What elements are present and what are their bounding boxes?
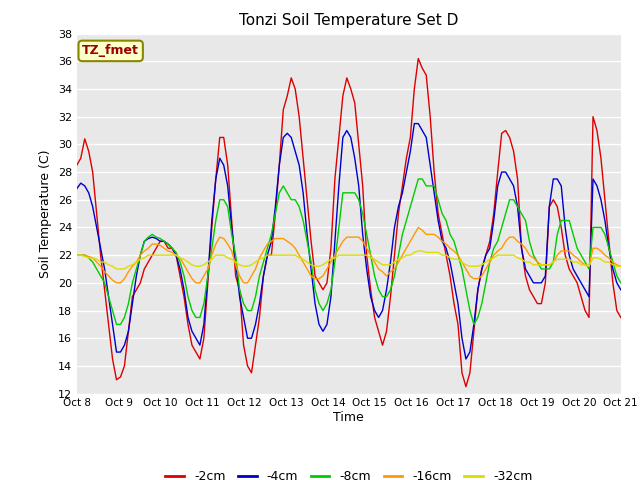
-8cm <box>613 273 621 279</box>
-16cm <box>617 264 625 269</box>
-32cm <box>415 248 422 254</box>
-4cm <box>287 134 295 140</box>
-4cm <box>541 273 549 279</box>
-32cm <box>387 262 394 268</box>
-16cm <box>73 252 81 258</box>
-32cm <box>541 262 549 268</box>
-2cm <box>541 280 549 286</box>
-16cm <box>291 245 299 251</box>
-8cm <box>275 190 283 196</box>
-8cm <box>617 280 625 286</box>
-8cm <box>415 176 422 182</box>
X-axis label: Time: Time <box>333 411 364 424</box>
-16cm <box>415 225 422 230</box>
-2cm <box>383 328 390 334</box>
Line: -2cm: -2cm <box>77 59 621 387</box>
-2cm <box>415 56 422 61</box>
Line: -16cm: -16cm <box>77 228 621 283</box>
-16cm <box>613 262 621 268</box>
-2cm <box>470 328 477 334</box>
-8cm <box>387 287 394 293</box>
-32cm <box>617 264 625 269</box>
-4cm <box>470 322 477 327</box>
-2cm <box>613 308 621 313</box>
-4cm <box>73 186 81 192</box>
-32cm <box>113 266 120 272</box>
-4cm <box>617 287 625 293</box>
-16cm <box>470 276 477 282</box>
Y-axis label: Soil Temperature (C): Soil Temperature (C) <box>39 149 52 278</box>
-4cm <box>383 287 390 293</box>
-2cm <box>462 384 470 390</box>
Line: -4cm: -4cm <box>77 123 621 359</box>
-4cm <box>271 204 279 210</box>
-2cm <box>617 314 625 320</box>
-16cm <box>113 280 120 286</box>
-32cm <box>73 252 81 258</box>
-8cm <box>73 252 81 258</box>
-2cm <box>287 75 295 81</box>
Title: Tonzi Soil Temperature Set D: Tonzi Soil Temperature Set D <box>239 13 458 28</box>
-32cm <box>470 264 477 269</box>
-8cm <box>470 322 477 327</box>
-8cm <box>291 197 299 203</box>
-2cm <box>73 162 81 168</box>
-32cm <box>275 252 283 258</box>
Legend: -2cm, -4cm, -8cm, -16cm, -32cm: -2cm, -4cm, -8cm, -16cm, -32cm <box>160 465 538 480</box>
Line: -8cm: -8cm <box>77 179 621 324</box>
-16cm <box>387 269 394 275</box>
-4cm <box>613 280 621 286</box>
-32cm <box>613 264 621 269</box>
Line: -32cm: -32cm <box>77 251 621 269</box>
-32cm <box>291 252 299 258</box>
-4cm <box>410 120 418 126</box>
-2cm <box>271 211 279 216</box>
Text: TZ_fmet: TZ_fmet <box>82 44 139 58</box>
-16cm <box>275 236 283 241</box>
-16cm <box>541 262 549 268</box>
-8cm <box>113 322 120 327</box>
-8cm <box>541 266 549 272</box>
-4cm <box>462 356 470 362</box>
